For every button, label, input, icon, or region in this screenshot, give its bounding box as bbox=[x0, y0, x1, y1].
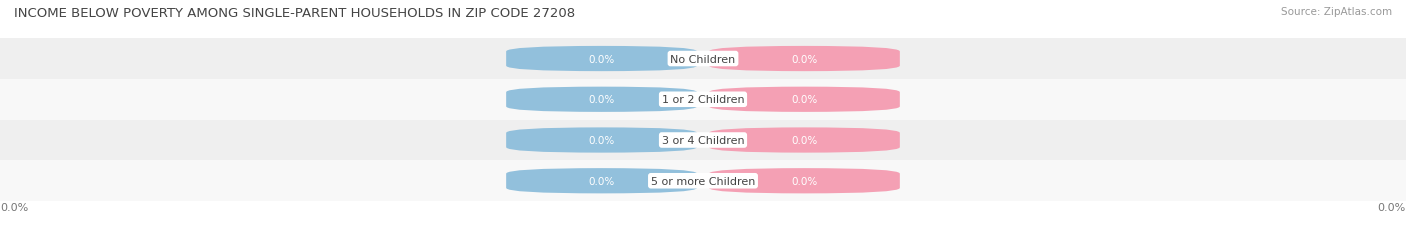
Text: 0.0%: 0.0% bbox=[589, 135, 614, 145]
Text: No Children: No Children bbox=[671, 54, 735, 64]
Text: 0.0%: 0.0% bbox=[589, 95, 614, 105]
Text: 0.0%: 0.0% bbox=[1378, 202, 1406, 212]
Text: 0.0%: 0.0% bbox=[0, 202, 28, 212]
Text: INCOME BELOW POVERTY AMONG SINGLE-PARENT HOUSEHOLDS IN ZIP CODE 27208: INCOME BELOW POVERTY AMONG SINGLE-PARENT… bbox=[14, 7, 575, 20]
FancyBboxPatch shape bbox=[709, 128, 900, 153]
Text: 0.0%: 0.0% bbox=[792, 95, 817, 105]
Bar bbox=[0, 161, 1406, 201]
FancyBboxPatch shape bbox=[506, 128, 697, 153]
Text: 5 or more Children: 5 or more Children bbox=[651, 176, 755, 186]
FancyBboxPatch shape bbox=[506, 47, 697, 72]
FancyBboxPatch shape bbox=[506, 168, 697, 194]
Bar bbox=[0, 120, 1406, 161]
FancyBboxPatch shape bbox=[506, 87, 697, 112]
Text: 1 or 2 Children: 1 or 2 Children bbox=[662, 95, 744, 105]
Text: 0.0%: 0.0% bbox=[792, 54, 817, 64]
FancyBboxPatch shape bbox=[709, 168, 900, 194]
Text: Source: ZipAtlas.com: Source: ZipAtlas.com bbox=[1281, 7, 1392, 17]
Text: 0.0%: 0.0% bbox=[792, 176, 817, 186]
Text: 0.0%: 0.0% bbox=[589, 54, 614, 64]
FancyBboxPatch shape bbox=[709, 47, 900, 72]
Text: 0.0%: 0.0% bbox=[792, 135, 817, 145]
FancyBboxPatch shape bbox=[709, 87, 900, 112]
Text: 0.0%: 0.0% bbox=[589, 176, 614, 186]
Bar bbox=[0, 79, 1406, 120]
Bar bbox=[0, 39, 1406, 79]
Text: 3 or 4 Children: 3 or 4 Children bbox=[662, 135, 744, 145]
